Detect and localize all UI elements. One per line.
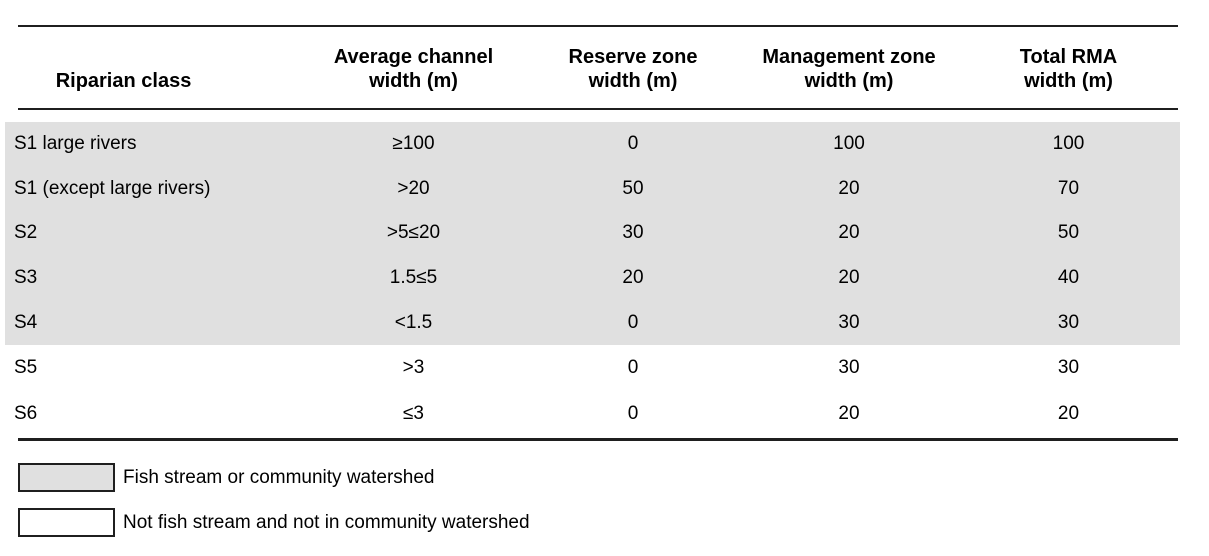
avg-channel-width-cell: >5≤20 bbox=[386, 222, 441, 244]
reserve-width-cell: 20 bbox=[622, 267, 644, 289]
avg-channel-width-cell: 1.5≤5 bbox=[389, 267, 438, 289]
management-width-cell: 100 bbox=[833, 133, 865, 155]
total-rma-width-cell: 50 bbox=[1057, 222, 1080, 244]
table-row: S1 large rivers ≥100 0 100 100 bbox=[5, 122, 1180, 167]
legend-label: Fish stream or community watershed bbox=[123, 466, 435, 488]
reserve-width-cell: 50 bbox=[622, 177, 644, 199]
legend: Fish stream or community watershed Not f… bbox=[18, 463, 1118, 553]
reserve-width-cell: 0 bbox=[627, 402, 639, 424]
fish-stream-shaded-band: S1 large rivers ≥100 0 100 100 S1 (excep… bbox=[5, 122, 1180, 345]
table-row: S1 (except large rivers) >20 50 20 70 bbox=[5, 167, 1180, 212]
col-header-total-rma-width: Total RMA width (m) bbox=[1019, 46, 1118, 92]
riparian-class-cell: S6 bbox=[14, 402, 38, 424]
reserve-width-cell: 0 bbox=[627, 133, 639, 155]
col-header-management-zone-width: Management zone width (m) bbox=[762, 46, 936, 92]
legend-item: Not fish stream and not in community wat… bbox=[18, 508, 1118, 537]
legend-label: Not fish stream and not in community wat… bbox=[123, 511, 530, 533]
reserve-width-cell: 0 bbox=[627, 356, 639, 378]
table-bottom-rule bbox=[18, 438, 1178, 441]
avg-channel-width-cell: ≥100 bbox=[392, 133, 435, 155]
riparian-class-cell: S4 bbox=[14, 311, 38, 333]
legend-item: Fish stream or community watershed bbox=[18, 463, 1118, 492]
management-width-cell: 20 bbox=[838, 222, 860, 244]
table-row: S5 >3 0 30 30 bbox=[5, 345, 1180, 391]
management-width-cell: 30 bbox=[838, 311, 860, 333]
avg-channel-width-cell: <1.5 bbox=[394, 311, 433, 333]
riparian-class-cell: S5 bbox=[14, 356, 38, 378]
col-header-riparian-class: Riparian class bbox=[55, 70, 192, 92]
riparian-class-cell: S1 large rivers bbox=[14, 133, 137, 155]
table-top-rule bbox=[18, 25, 1178, 27]
management-width-cell: 20 bbox=[838, 402, 860, 424]
total-rma-width-cell: 100 bbox=[1052, 133, 1085, 155]
reserve-width-cell: 0 bbox=[627, 311, 639, 333]
riparian-class-cell: S3 bbox=[14, 267, 38, 289]
table-header-rule bbox=[18, 108, 1178, 110]
avg-channel-width-cell: >3 bbox=[402, 356, 425, 378]
riparian-class-cell: S2 bbox=[14, 222, 38, 244]
col-header-average-channel-width: Average channel width (m) bbox=[333, 46, 494, 92]
table-header-row: Riparian class Average channel width (m)… bbox=[5, 27, 1180, 108]
total-rma-width-cell: 70 bbox=[1057, 177, 1080, 199]
table-row: S3 1.5≤5 20 20 40 bbox=[5, 256, 1180, 301]
total-rma-width-cell: 20 bbox=[1057, 402, 1080, 424]
total-rma-width-cell: 30 bbox=[1057, 356, 1080, 378]
table-row: S4 <1.5 0 30 30 bbox=[5, 300, 1180, 345]
total-rma-width-cell: 30 bbox=[1057, 311, 1080, 333]
table-row: S6 ≤3 0 20 20 bbox=[5, 391, 1180, 437]
avg-channel-width-cell: ≤3 bbox=[403, 402, 424, 424]
avg-channel-width-cell: >20 bbox=[397, 177, 430, 199]
table-body: S1 large rivers ≥100 0 100 100 S1 (excep… bbox=[5, 122, 1180, 437]
riparian-class-cell: S1 (except large rivers) bbox=[14, 177, 211, 199]
management-width-cell: 30 bbox=[838, 356, 860, 378]
col-header-reserve-zone-width: Reserve zone width (m) bbox=[568, 46, 698, 92]
table-row: S2 >5≤20 30 20 50 bbox=[5, 211, 1180, 256]
management-width-cell: 20 bbox=[838, 177, 860, 199]
management-width-cell: 20 bbox=[838, 267, 860, 289]
unshaded-swatch bbox=[18, 508, 115, 537]
shaded-swatch bbox=[18, 463, 115, 492]
reserve-width-cell: 30 bbox=[622, 222, 644, 244]
total-rma-width-cell: 40 bbox=[1057, 267, 1080, 289]
